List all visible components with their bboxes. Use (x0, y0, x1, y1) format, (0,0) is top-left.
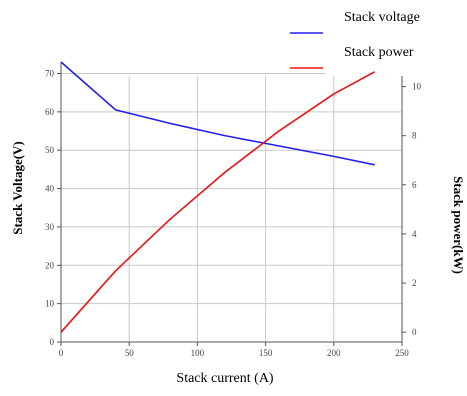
x-tick-label: 100 (191, 348, 205, 358)
legend-label: Stack voltage (344, 10, 420, 25)
right-tick-label: 6 (412, 180, 417, 190)
left-tick-label: 60 (45, 107, 55, 117)
series-lines (60, 61, 376, 333)
right-tick-label: 2 (412, 278, 417, 288)
grid-lines (61, 73, 402, 342)
left-tick-label: 70 (45, 69, 55, 79)
left-tick-label: 30 (45, 222, 55, 232)
left-tick-label: 50 (45, 145, 55, 155)
left-tick-label: 10 (45, 299, 55, 309)
x-axis-ticks: 0 50 100 150 200 250 (59, 342, 409, 358)
x-tick-label: 250 (395, 348, 409, 358)
right-tick-label: 4 (412, 229, 417, 239)
right-tick-label: 0 (412, 327, 417, 337)
left-tick-label: 40 (45, 184, 55, 194)
legend: Stack voltage Stack power (290, 10, 420, 69)
left-axis-ticks: 0 10 20 30 40 50 60 70 (45, 69, 61, 347)
x-tick-label: 200 (327, 348, 341, 358)
right-tick-label: 10 (412, 82, 422, 92)
x-tick-label: 150 (259, 348, 273, 358)
y-axis-left-label: Stack Voltage(V) (10, 141, 25, 235)
stack-power-line (60, 71, 376, 333)
x-tick-label: 0 (59, 348, 64, 358)
stack-voltage-line (60, 61, 375, 166)
legend-label: Stack power (344, 45, 414, 60)
x-axis-label: Stack current (A) (176, 371, 274, 386)
left-tick-label: 20 (45, 260, 55, 270)
right-axis-ticks: 0 2 4 6 8 10 (402, 82, 422, 337)
plot-frame (60, 62, 403, 343)
right-tick-label: 8 (412, 131, 417, 141)
x-tick-label: 50 (125, 348, 135, 358)
left-tick-label: 0 (50, 337, 55, 347)
y-axis-right-label: Stack power(kW) (451, 176, 466, 274)
